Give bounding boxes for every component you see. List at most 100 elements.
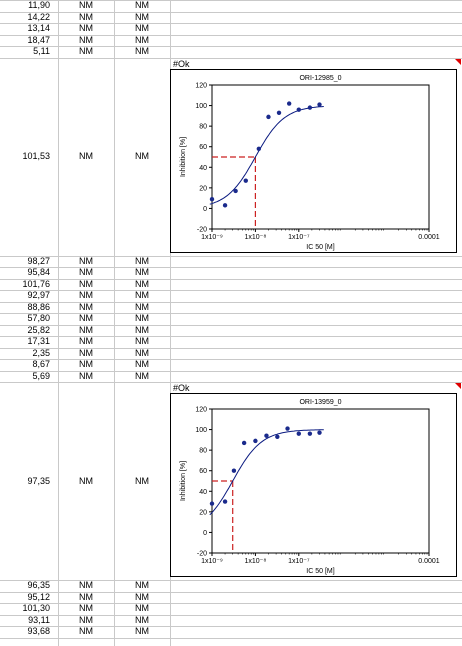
cell-nm[interactable]: NM	[135, 0, 149, 11]
row-gridline	[0, 580, 462, 581]
data-point	[276, 110, 282, 115]
cell-value[interactable]: 5,11	[33, 46, 50, 57]
cell-value[interactable]: 88,86	[27, 301, 50, 312]
cell-value[interactable]: 8,67	[32, 359, 50, 370]
cell-nm[interactable]: NM	[135, 359, 149, 370]
cell-nm[interactable]: NM	[135, 475, 149, 486]
chart-box[interactable]: ORI-12985_0 -20 0 20 40 60 80 100 120 1x10⁻⁹ 1x10⁻…	[170, 68, 457, 253]
cell-nm[interactable]: NM	[79, 626, 93, 637]
x-tick-label: 0.0001	[418, 234, 440, 241]
cell-nm[interactable]: NM	[79, 301, 93, 312]
cell-nm[interactable]: NM	[135, 603, 149, 614]
cell-nm[interactable]: NM	[135, 23, 149, 34]
cell-nm[interactable]: NM	[135, 324, 149, 335]
y-tick-label: 120	[195, 407, 207, 414]
cell-nm[interactable]: NM	[135, 313, 149, 324]
column-gridline	[114, 0, 115, 646]
cell-value[interactable]: 11,90	[28, 0, 50, 11]
y-axis-label: Inhibition [%]	[180, 136, 187, 176]
cell-nm[interactable]: NM	[135, 336, 149, 347]
cell-nm[interactable]: NM	[79, 290, 93, 301]
cell-value[interactable]: 25,82	[27, 324, 50, 335]
cell-nm[interactable]: NM	[135, 580, 149, 591]
cell-nm[interactable]: NM	[79, 475, 93, 486]
comment-indicator-icon[interactable]	[455, 383, 461, 389]
y-tick-label: 20	[199, 185, 207, 192]
row-gridline	[0, 290, 462, 291]
cell-nm[interactable]: NM	[79, 324, 93, 335]
cell-nm[interactable]: NM	[79, 151, 93, 161]
y-tick-label: 0	[203, 530, 207, 537]
y-tick-label: 80	[199, 448, 207, 455]
cell-nm[interactable]: NM	[79, 591, 93, 602]
cell-nm[interactable]: NM	[79, 580, 93, 591]
cell-nm[interactable]: NM	[79, 255, 93, 266]
row-gridline	[0, 58, 462, 59]
cell-nm[interactable]: NM	[135, 46, 149, 57]
cell-nm[interactable]: NM	[79, 11, 93, 22]
cell-nm[interactable]: NM	[79, 278, 93, 289]
chart-title: ORI-13959_0	[299, 399, 341, 406]
cell-value[interactable]: 14,22	[27, 11, 50, 22]
ic50-chart: ORI-12985_0 -20 0 20 40 60 80 100 120 1x10⁻⁹ 1x10⁻…	[180, 75, 440, 251]
cell-nm[interactable]: NM	[79, 603, 93, 614]
cell-nm[interactable]: NM	[79, 267, 93, 278]
data-point	[286, 100, 292, 106]
data-point	[296, 106, 301, 112]
y-tick-label: 40	[199, 489, 207, 496]
cell-value[interactable]: 98,27	[27, 255, 50, 266]
data-point	[307, 431, 313, 436]
cell-value[interactable]: 93,68	[27, 626, 50, 637]
cell-nm[interactable]: NM	[135, 267, 149, 278]
cell-nm[interactable]: NM	[79, 370, 93, 381]
cell-value[interactable]: 101,30	[22, 603, 50, 614]
cell-nm[interactable]: NM	[135, 370, 149, 381]
cell-value[interactable]: 96,35	[27, 580, 50, 591]
cell-nm[interactable]: NM	[79, 23, 93, 34]
cell-value[interactable]: 93,11	[28, 614, 50, 625]
cell-nm[interactable]: NM	[79, 34, 93, 45]
comment-indicator-icon[interactable]	[455, 58, 461, 65]
chart-title: ORI-12985_0	[299, 75, 341, 82]
row-gridline	[0, 0, 462, 1]
x-tick-label: 1x10⁻⁹	[201, 558, 223, 565]
chart-box[interactable]: ORI-13959_0 -20 0 20 40 60 80 100 120 1x10⁻⁹ 1x10⁻…	[170, 393, 457, 577]
cell-nm[interactable]: NM	[79, 614, 93, 625]
cell-nm[interactable]: NM	[79, 336, 93, 347]
cell-nm[interactable]: NM	[79, 0, 93, 11]
y-tick-label: -20	[197, 226, 207, 233]
cell-nm[interactable]: NM	[135, 11, 149, 22]
cell-value[interactable]: 18,47	[27, 34, 50, 45]
cell-value[interactable]: 2,35	[32, 347, 50, 358]
data-point	[209, 196, 215, 201]
cell-value[interactable]: 92,97	[27, 290, 50, 301]
cell-nm[interactable]: NM	[135, 278, 149, 289]
cell-nm[interactable]: NM	[135, 591, 149, 602]
cell-nm[interactable]: NM	[135, 34, 149, 45]
cell-nm[interactable]: NM	[135, 347, 149, 358]
cell-value[interactable]: 97,35	[27, 475, 50, 486]
cell-nm[interactable]: NM	[135, 301, 149, 312]
cell-value[interactable]: 95,12	[27, 591, 50, 602]
cell-value[interactable]: 101,76	[22, 278, 50, 289]
cell-nm[interactable]: NM	[135, 614, 149, 625]
cell-nm[interactable]: NM	[135, 255, 149, 266]
cell-nm[interactable]: NM	[79, 347, 93, 358]
cell-value[interactable]: 95,84	[27, 267, 50, 278]
cell-nm[interactable]: NM	[79, 359, 93, 370]
x-tick-label: 1x10⁻⁸	[244, 558, 266, 565]
cell-nm[interactable]: NM	[79, 46, 93, 57]
cell-value[interactable]: 57,80	[27, 313, 50, 324]
row-gridline	[0, 336, 462, 337]
cell-value[interactable]: 101,53	[22, 151, 50, 161]
cell-value[interactable]: 5,69	[32, 370, 50, 381]
cell-value[interactable]: 17,31	[27, 336, 50, 347]
cell-nm[interactable]: NM	[79, 313, 93, 324]
column-gridline	[58, 0, 59, 646]
cell-nm[interactable]: NM	[135, 290, 149, 301]
cell-value[interactable]: 13,14	[27, 23, 50, 34]
y-tick-label: 60	[199, 468, 207, 475]
cell-nm[interactable]: NM	[135, 626, 149, 637]
cell-nm[interactable]: NM	[135, 151, 149, 161]
row-gridline	[0, 35, 462, 36]
